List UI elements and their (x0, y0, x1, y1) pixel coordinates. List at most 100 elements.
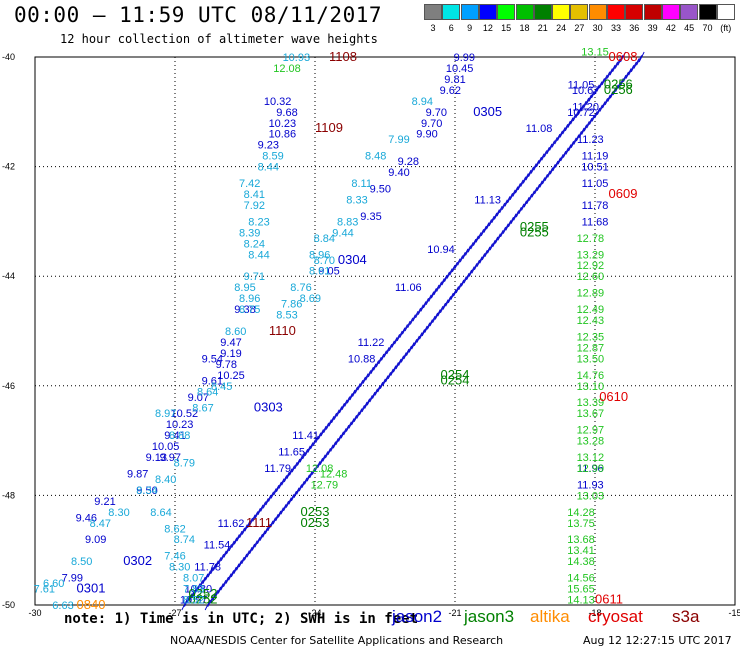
jason3-east-track (483, 222, 490, 233)
time-label: 0840 (77, 597, 106, 612)
jason3-east-track (367, 366, 374, 378)
jason2-east-track (445, 296, 452, 307)
jason3-east-track (449, 265, 456, 276)
wave-height-label: 10.23 (269, 118, 297, 130)
wave-height-label: 9.21 (94, 496, 115, 508)
wave-height-label: 9.68 (276, 107, 297, 119)
jason3-east-track (268, 491, 274, 502)
wave-height-label: 11.96 (577, 463, 604, 475)
wave-height-label: 13.41 (567, 545, 595, 557)
wave-height-label: 11.06 (395, 282, 422, 294)
wave-height-label: 11.20 (572, 101, 599, 113)
jason2-east-track (602, 98, 608, 109)
jason2-east-track (325, 447, 331, 459)
jason2-east-track (570, 137, 577, 149)
legend-swatch (424, 4, 442, 20)
wave-height-label: 11.19 (582, 151, 609, 163)
jason2-east-track (460, 276, 467, 287)
jason3-east-track (202, 573, 209, 584)
jason3-east-track (457, 255, 464, 266)
wave-height-label: 9.41 (164, 430, 185, 442)
jason2-east-track (623, 71, 629, 83)
jason3-east-track (257, 504, 264, 516)
wave-height-label: 9.07 (188, 392, 209, 404)
jason2-east-track (416, 332, 423, 343)
wave-height-label: 9.90 (416, 129, 437, 141)
jason2-east-track (267, 520, 274, 531)
wave-height-label: 8.76 (290, 282, 311, 294)
jason3-east-track (262, 498, 269, 509)
wave-height-label: 12.99 (577, 463, 605, 475)
jason2-east-track (591, 111, 598, 122)
jason3-east-track (612, 61, 619, 73)
wave-height-label: 7.92 (244, 200, 265, 212)
jason2-east-track (398, 355, 405, 366)
jason2-east-track (338, 431, 344, 442)
jason3-east-track (533, 160, 540, 171)
x-tick-label: -30 (28, 608, 41, 618)
jason3-east-track (228, 540, 235, 552)
jason2-east-track (413, 335, 420, 347)
jason2-east-track (225, 573, 232, 584)
jason2-east-track (536, 180, 543, 191)
jason2-east-track (270, 517, 276, 528)
jason3-east-track (194, 583, 201, 594)
wave-height-label: 11.65 (278, 447, 305, 459)
jason3-east-track (383, 347, 390, 358)
wave-height-label: 12.35 (577, 331, 605, 343)
wave-height-label: 13.67 (577, 408, 605, 420)
legend-label: 18 (519, 23, 530, 33)
jason3-east-track (299, 452, 306, 463)
wave-height-label: 12.08 (306, 463, 334, 475)
credit-line: NOAA/NESDIS Center for Satellite Applica… (170, 634, 504, 647)
wave-height-label: 9.70 (426, 107, 447, 119)
jason2-east-track (557, 154, 564, 165)
jason2-east-track (322, 451, 329, 462)
jason2-east-track (560, 150, 567, 162)
jason3-east-track (396, 330, 403, 342)
plot-frame (34, 56, 736, 606)
jason3-east-track (265, 494, 272, 506)
jason2-east-track (481, 249, 488, 261)
jason2-east-track (204, 599, 211, 611)
jason3-east-track (472, 235, 479, 246)
legend-label: 6 (448, 23, 454, 33)
jason3-east-track (318, 429, 324, 440)
jason3-east-track (499, 202, 506, 214)
jason3-east-track (578, 104, 584, 115)
jason3-east-track (339, 402, 345, 414)
wave-height-label: 10.23 (166, 419, 194, 431)
color-scale-legend: 3 6 9 12 15 18 21 24 27 30 33 36 39 42 45 70 (ft) (424, 4, 736, 36)
y-tick-label: -50 (2, 600, 15, 610)
legend-label: 9 (467, 23, 473, 33)
wave-height-label: 7.99 (62, 573, 83, 585)
jason2-east-track (508, 216, 514, 228)
wave-height-label: 8.79 (174, 458, 195, 470)
time-label: 1109 (315, 120, 343, 135)
jason3-east-track (186, 593, 193, 604)
wave-height-label: 10.32 (264, 96, 292, 108)
jason3-east-track (294, 458, 301, 470)
jason3-east-track (181, 599, 188, 611)
jason2-east-track (589, 114, 595, 125)
jason3-east-track (478, 228, 485, 240)
jason3-east-track (593, 84, 600, 96)
time-label: 0252 (189, 592, 218, 607)
jason2-east-track (254, 537, 261, 548)
jason2-east-track (544, 170, 551, 182)
y-tick-label: -44 (2, 271, 15, 281)
wave-height-label: 11.68 (582, 216, 609, 228)
jason2-east-track (251, 540, 258, 551)
jason3-east-track (373, 360, 379, 371)
time-label: 0256 (604, 76, 633, 91)
time-label: 0255 (520, 219, 549, 234)
jason2-east-track (306, 471, 313, 482)
wave-height-label: 7.61 (34, 584, 55, 596)
jason2-east-track (298, 480, 305, 492)
jason3-east-track (191, 586, 198, 598)
jason3-east-track (399, 327, 406, 338)
jason3-east-track (543, 146, 550, 158)
wave-height-label: 11.05 (568, 79, 595, 91)
wave-height-label: 11.78 (582, 200, 609, 212)
